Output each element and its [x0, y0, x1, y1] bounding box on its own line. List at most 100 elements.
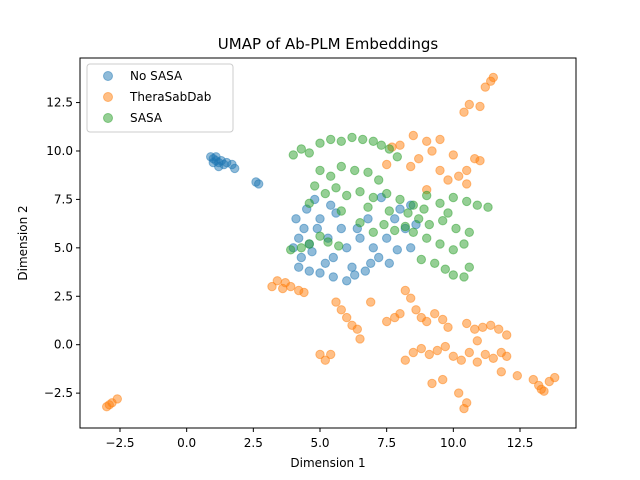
- x-tick-label: 7.5: [377, 436, 396, 450]
- data-point: [400, 355, 410, 365]
- legend-label: No SASA: [130, 69, 183, 83]
- series-layer: [102, 72, 560, 414]
- y-axis-ticks: −2.5 0.0 2.5 5.0 7.5 10.0 12.5: [44, 96, 80, 400]
- chart-title: UMAP of Ab-PLM Embeddings: [218, 35, 439, 53]
- data-point: [459, 107, 469, 117]
- data-point: [315, 231, 325, 241]
- data-point: [440, 341, 450, 352]
- data-point: [360, 266, 370, 276]
- x-axis-label: Dimension 1: [290, 456, 365, 470]
- data-point: [382, 159, 392, 170]
- data-point: [424, 349, 434, 360]
- data-point: [299, 287, 309, 298]
- data-point: [400, 221, 410, 232]
- data-point: [395, 140, 405, 150]
- data-point: [355, 218, 365, 228]
- data-point: [464, 262, 474, 272]
- data-point: [480, 349, 490, 360]
- data-point: [443, 208, 453, 218]
- data-point: [550, 372, 560, 383]
- data-point: [347, 262, 357, 272]
- data-point: [416, 254, 426, 265]
- data-point: [427, 378, 437, 389]
- data-point: [296, 252, 306, 263]
- data-point: [326, 349, 336, 360]
- data-point: [486, 76, 496, 86]
- data-point: [336, 161, 346, 172]
- data-point: [448, 150, 458, 160]
- data-point: [382, 316, 392, 327]
- data-point: [294, 262, 304, 272]
- data-point: [331, 297, 341, 307]
- legend-marker: [103, 113, 113, 123]
- data-point: [435, 239, 445, 249]
- data-point: [320, 188, 330, 199]
- data-point: [286, 245, 296, 255]
- data-point: [406, 243, 416, 253]
- legend-label: TheraSabDab: [129, 90, 211, 104]
- data-point: [342, 243, 352, 253]
- data-point: [382, 188, 392, 199]
- data-point: [408, 227, 418, 238]
- data-point: [384, 206, 394, 216]
- data-point: [459, 239, 469, 249]
- data-point: [472, 336, 482, 346]
- data-point: [390, 214, 400, 224]
- data-point: [323, 237, 333, 247]
- data-point: [368, 192, 378, 203]
- y-tick-label: 2.5: [54, 289, 73, 303]
- data-point: [366, 297, 376, 307]
- data-point: [315, 138, 325, 148]
- series-1: [102, 72, 560, 414]
- legend-box: [86, 63, 234, 133]
- data-point: [475, 156, 485, 166]
- data-point: [438, 374, 448, 385]
- y-tick-label: −2.5: [44, 386, 73, 400]
- data-point: [315, 165, 325, 176]
- data-point: [390, 225, 400, 236]
- data-point: [104, 400, 115, 410]
- data-point: [368, 136, 378, 147]
- data-point: [435, 198, 445, 209]
- data-point: [315, 349, 325, 360]
- data-point: [472, 200, 482, 210]
- data-point: [352, 324, 362, 334]
- data-point: [304, 239, 314, 249]
- data-point: [427, 146, 437, 156]
- data-point: [336, 136, 346, 147]
- data-point: [315, 268, 325, 278]
- data-point: [488, 353, 498, 363]
- data-point: [448, 192, 458, 203]
- data-point: [368, 243, 378, 253]
- data-point: [486, 320, 496, 330]
- data-point: [422, 233, 432, 243]
- data-point: [384, 144, 394, 154]
- legend-label: SASA: [130, 111, 163, 125]
- data-point: [528, 374, 538, 385]
- x-tick-label: −2.5: [105, 436, 134, 450]
- data-point: [336, 206, 346, 216]
- data-point: [459, 272, 469, 282]
- data-point: [475, 101, 485, 112]
- data-point: [443, 322, 453, 332]
- data-point: [296, 243, 306, 253]
- y-tick-label: 10.0: [46, 144, 73, 158]
- x-tick-label: 2.5: [244, 436, 263, 450]
- data-point: [350, 165, 360, 176]
- data-point: [432, 345, 442, 356]
- data-point: [480, 82, 490, 92]
- data-point: [355, 233, 365, 243]
- data-point: [280, 278, 290, 288]
- data-point: [326, 171, 336, 181]
- data-point: [462, 165, 472, 176]
- data-point: [374, 252, 384, 263]
- data-point: [254, 179, 264, 189]
- data-point: [363, 202, 373, 212]
- data-point: [422, 316, 432, 327]
- data-point: [451, 223, 461, 234]
- data-point: [382, 233, 392, 243]
- data-point: [347, 132, 357, 143]
- data-point: [368, 227, 378, 238]
- data-point: [419, 204, 429, 214]
- data-point: [363, 214, 373, 224]
